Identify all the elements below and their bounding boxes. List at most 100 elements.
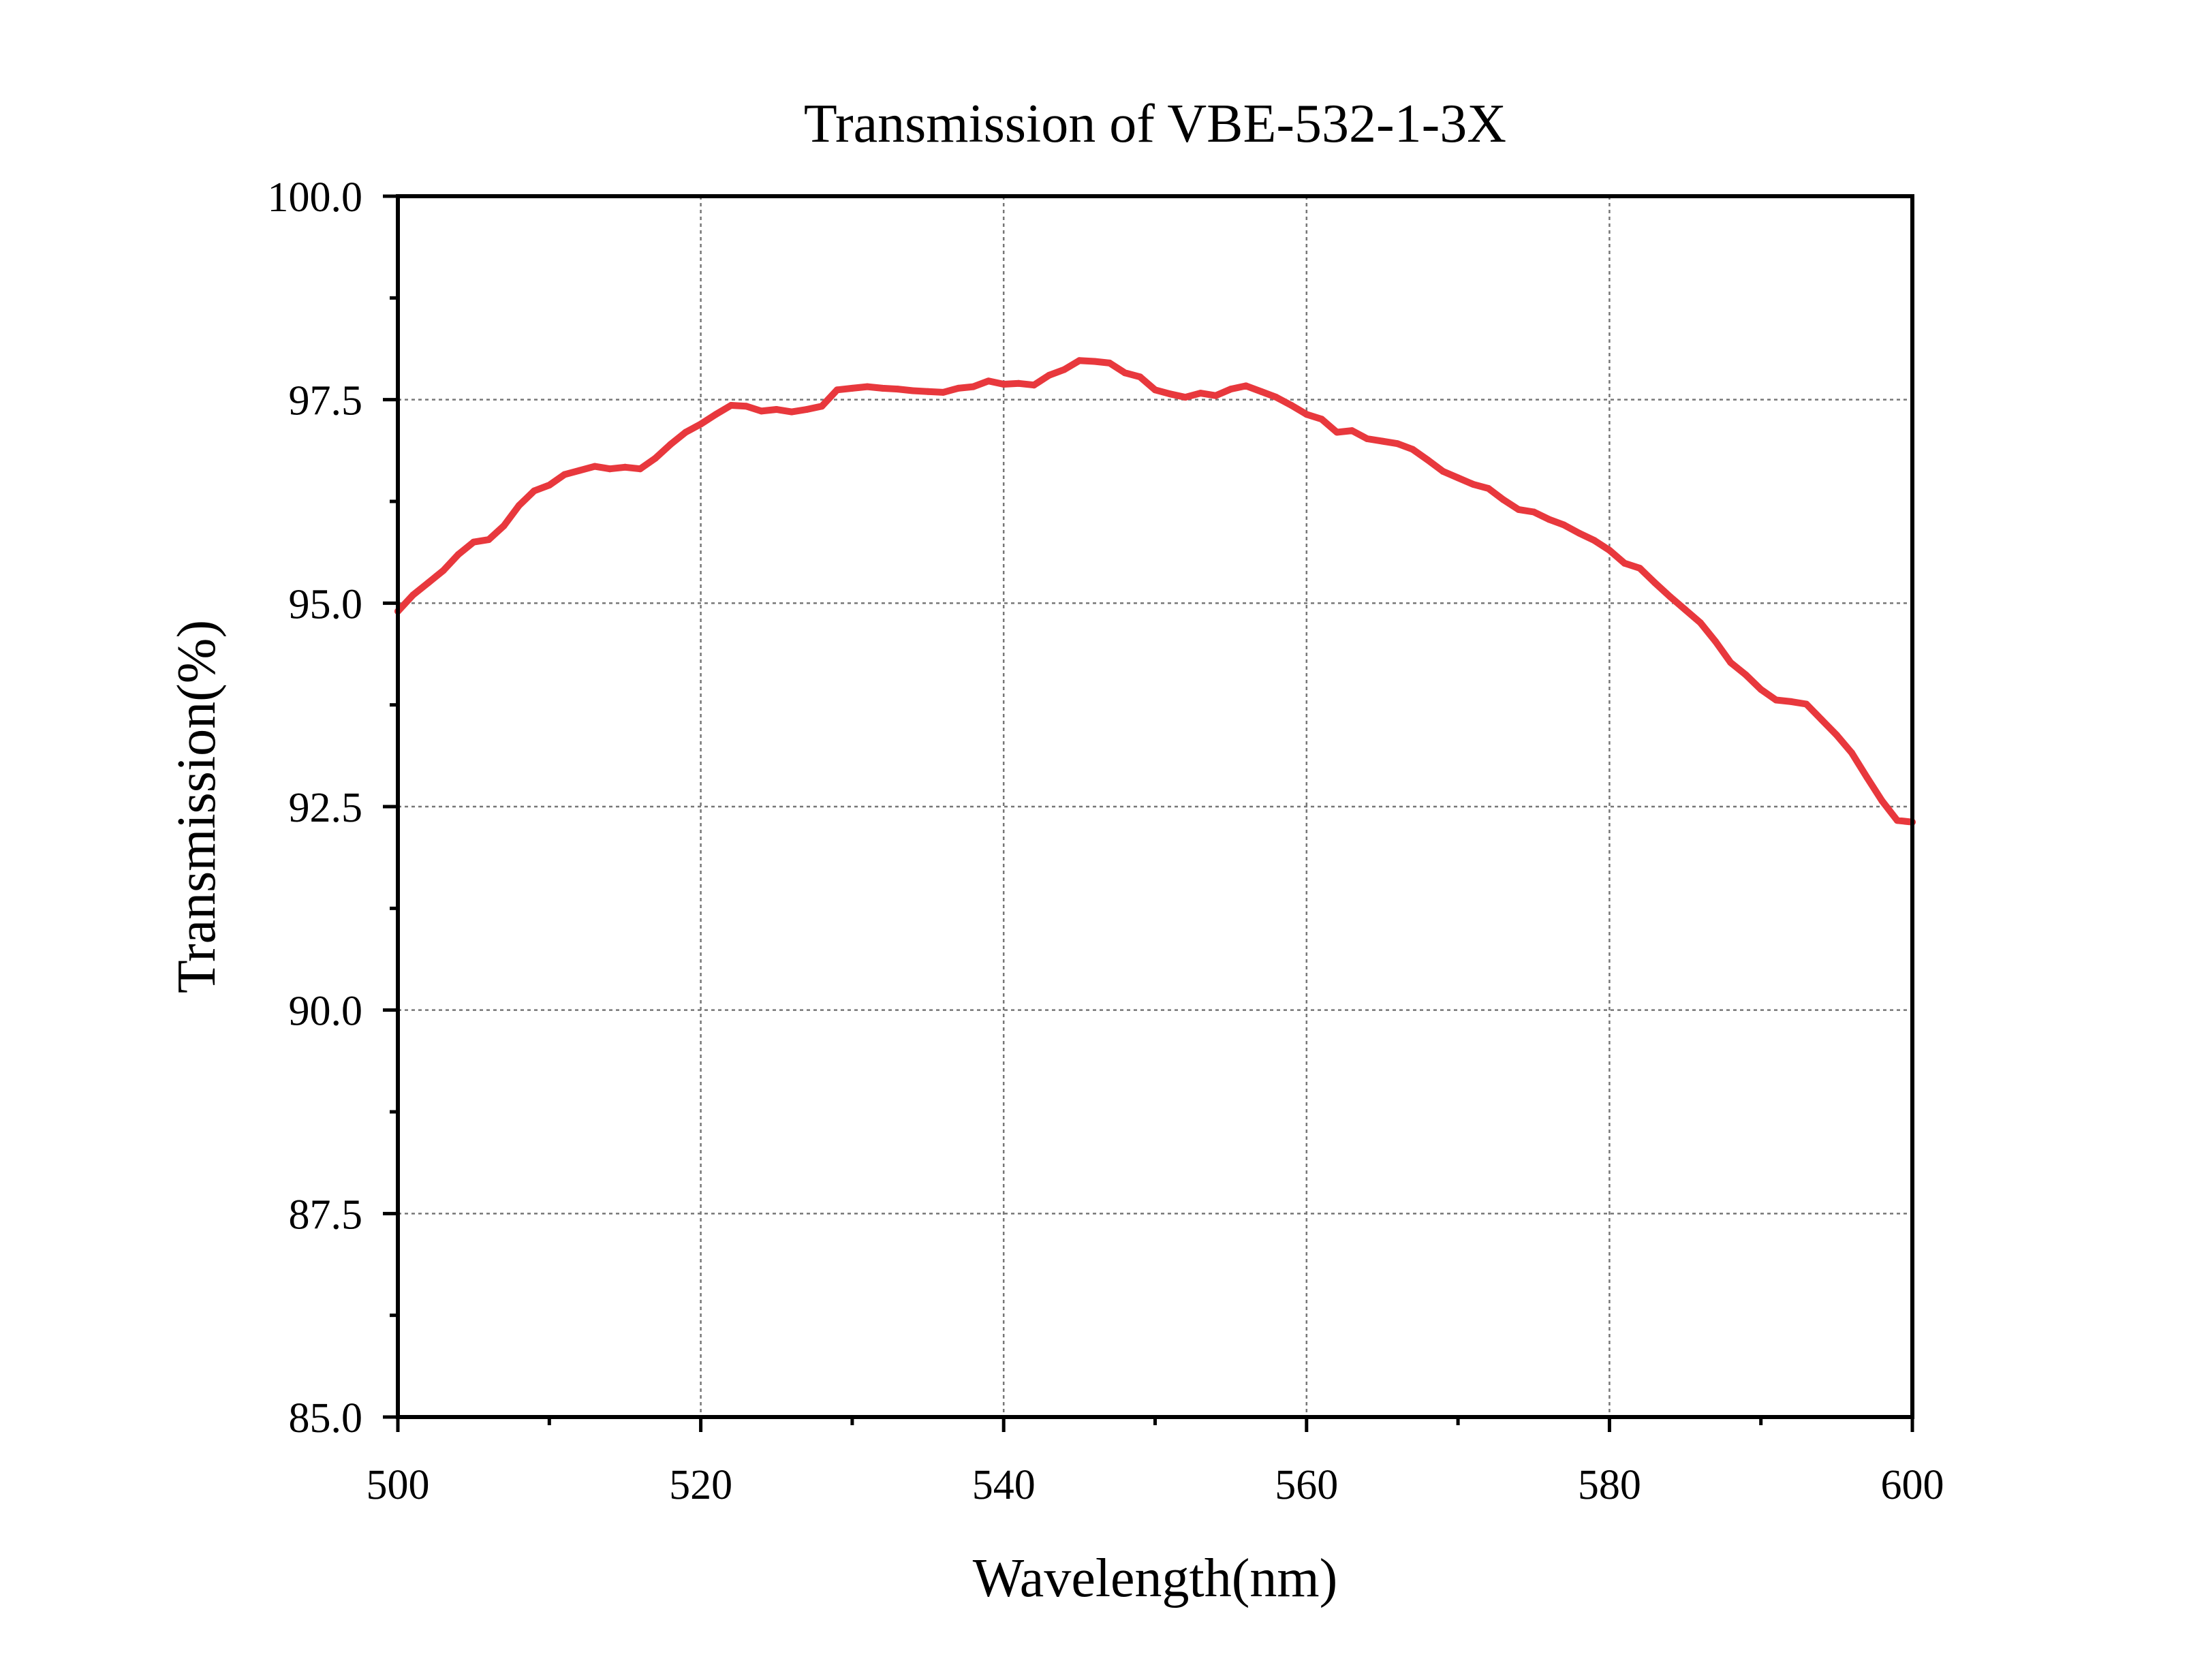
data-point bbox=[743, 403, 750, 410]
data-point bbox=[454, 550, 462, 558]
data-point bbox=[1045, 371, 1053, 379]
data-point bbox=[1288, 402, 1295, 409]
data-point bbox=[1424, 456, 1431, 464]
data-point bbox=[803, 406, 811, 413]
data-point bbox=[1348, 427, 1356, 435]
data-point bbox=[954, 384, 962, 392]
chart-title: Transmission of VBE-532-1-3X bbox=[804, 94, 1506, 154]
y-tick-label: 100.0 bbox=[268, 174, 363, 221]
data-point bbox=[1091, 358, 1098, 365]
data-point bbox=[1333, 429, 1341, 436]
data-point bbox=[515, 502, 523, 509]
data-point bbox=[939, 388, 947, 396]
data-point bbox=[879, 384, 886, 392]
data-point bbox=[894, 386, 901, 393]
y-tick-label: 87.5 bbox=[289, 1192, 363, 1238]
data-point bbox=[1621, 559, 1628, 567]
data-point bbox=[1121, 369, 1128, 377]
data-point bbox=[1258, 388, 1265, 395]
data-point bbox=[1742, 671, 1750, 679]
data-point bbox=[636, 465, 644, 473]
data-point bbox=[1076, 357, 1083, 364]
data-point bbox=[591, 463, 598, 470]
y-tick-label: 92.5 bbox=[289, 785, 363, 831]
data-point bbox=[848, 384, 856, 392]
y-tick-label: 97.5 bbox=[289, 378, 363, 424]
data-point bbox=[1379, 437, 1386, 445]
data-point bbox=[1575, 529, 1583, 537]
data-point bbox=[1606, 546, 1613, 554]
data-point bbox=[1151, 386, 1159, 394]
data-point bbox=[833, 386, 841, 394]
data-point bbox=[969, 383, 977, 390]
data-point bbox=[546, 482, 553, 489]
data-point bbox=[864, 383, 871, 390]
data-point bbox=[728, 402, 735, 409]
data-point bbox=[985, 377, 992, 385]
x-tick-label: 540 bbox=[972, 1462, 1036, 1508]
data-point bbox=[712, 411, 719, 418]
data-point bbox=[606, 465, 614, 473]
data-point bbox=[1394, 440, 1401, 448]
series-line bbox=[394, 357, 1916, 826]
y-tick-label: 85.0 bbox=[289, 1395, 363, 1442]
data-point bbox=[1863, 774, 1871, 781]
data-point bbox=[531, 487, 538, 495]
data-point bbox=[1439, 467, 1446, 475]
y-tick-label: 90.0 bbox=[289, 989, 363, 1035]
data-point bbox=[1893, 817, 1901, 824]
data-point bbox=[1666, 593, 1674, 600]
data-point bbox=[1030, 382, 1038, 389]
data-point bbox=[1470, 480, 1477, 488]
data-point bbox=[924, 388, 931, 395]
data-point bbox=[1242, 382, 1249, 390]
x-tick-label: 580 bbox=[1578, 1462, 1641, 1508]
data-point bbox=[470, 538, 478, 546]
data-point bbox=[576, 467, 583, 474]
data-point bbox=[1499, 496, 1507, 503]
data-point bbox=[500, 522, 508, 529]
data-point bbox=[1651, 579, 1659, 587]
data-point bbox=[1788, 698, 1795, 705]
axis-ticks bbox=[383, 194, 1914, 1432]
data-point bbox=[697, 420, 704, 428]
data-point bbox=[1591, 537, 1598, 544]
data-point bbox=[1227, 386, 1234, 393]
x-tick-label: 520 bbox=[669, 1462, 732, 1508]
data-point bbox=[1530, 508, 1538, 516]
data-point bbox=[651, 454, 659, 462]
data-point bbox=[1000, 381, 1008, 388]
data-point bbox=[773, 406, 780, 413]
data-point bbox=[682, 429, 689, 436]
data-point bbox=[1560, 521, 1568, 529]
data-point bbox=[1455, 474, 1462, 482]
data-point bbox=[1712, 638, 1719, 645]
data-point bbox=[1772, 696, 1780, 704]
x-tick-label: 600 bbox=[1881, 1462, 1944, 1508]
data-point bbox=[818, 403, 826, 410]
data-point bbox=[439, 567, 447, 574]
data-point bbox=[1409, 446, 1416, 453]
data-point bbox=[485, 536, 493, 544]
data-point bbox=[409, 591, 417, 599]
data-point bbox=[1182, 394, 1189, 401]
x-axis-label: Wavelength(nm) bbox=[973, 1549, 1338, 1608]
data-point bbox=[1318, 416, 1325, 423]
series-layer bbox=[394, 357, 1916, 826]
data-point bbox=[1303, 411, 1310, 418]
data-point bbox=[1833, 731, 1840, 738]
data-point bbox=[1848, 749, 1856, 757]
data-point bbox=[1015, 379, 1023, 387]
data-point bbox=[1273, 394, 1280, 401]
data-point bbox=[1166, 390, 1174, 398]
x-tick-label: 500 bbox=[367, 1462, 430, 1508]
tick-labels: 500 520 540 560 580 600 85.0 87.5 90.0 92.5 95.0 97… bbox=[268, 174, 1944, 1508]
y-tick-label: 95.0 bbox=[289, 581, 363, 627]
data-point bbox=[1485, 484, 1492, 492]
data-point bbox=[1681, 606, 1689, 613]
data-point bbox=[424, 579, 432, 587]
data-point bbox=[758, 407, 765, 415]
data-point bbox=[1727, 659, 1735, 666]
